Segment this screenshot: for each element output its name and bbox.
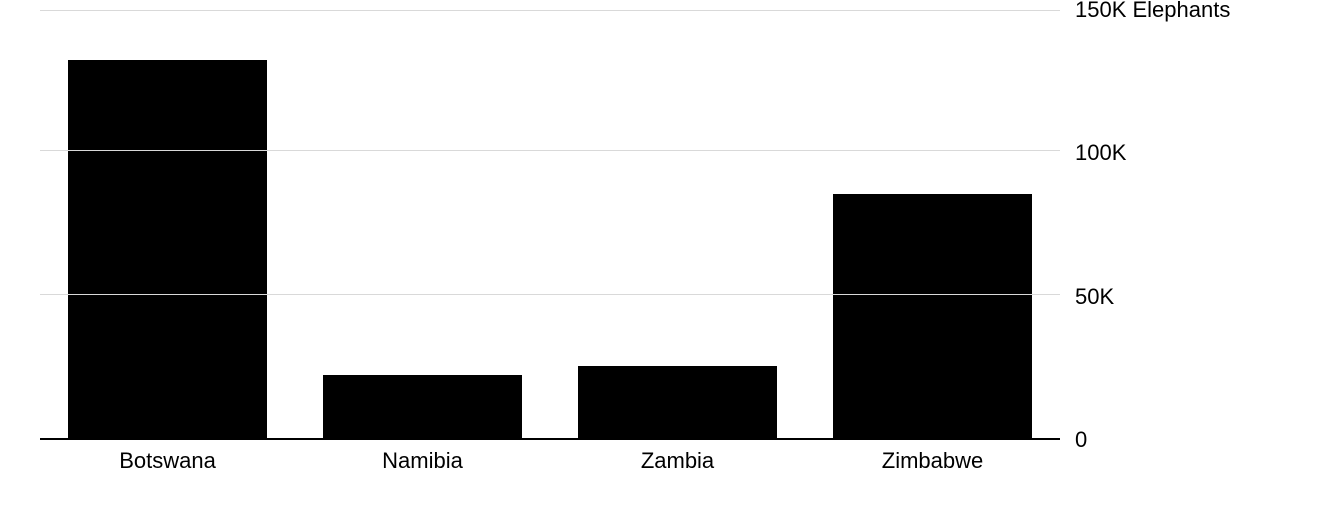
plot-area — [40, 10, 1060, 440]
y-axis-label: 50K — [1075, 284, 1114, 310]
bars-row — [40, 11, 1060, 438]
gridline — [40, 294, 1060, 295]
x-axis-labels: BotswanaNamibiaZambiaZimbabwe — [40, 448, 1060, 474]
bar-slot — [295, 11, 550, 438]
bar — [323, 375, 522, 438]
y-axis-label: 150K Elephants — [1075, 0, 1230, 23]
gridline — [40, 150, 1060, 151]
x-axis-label: Botswana — [40, 448, 295, 474]
x-axis-label: Zimbabwe — [805, 448, 1060, 474]
bar-slot — [550, 11, 805, 438]
bar-slot — [40, 11, 295, 438]
bar-slot — [805, 11, 1060, 438]
y-axis-label: 0 — [1075, 427, 1087, 453]
bar — [68, 60, 267, 438]
bar-chart: BotswanaNamibiaZambiaZimbabwe — [40, 10, 1060, 470]
y-axis-label: 100K — [1075, 140, 1126, 166]
bar — [833, 194, 1032, 438]
bar — [578, 366, 777, 438]
x-axis-label: Zambia — [550, 448, 805, 474]
x-axis-label: Namibia — [295, 448, 550, 474]
